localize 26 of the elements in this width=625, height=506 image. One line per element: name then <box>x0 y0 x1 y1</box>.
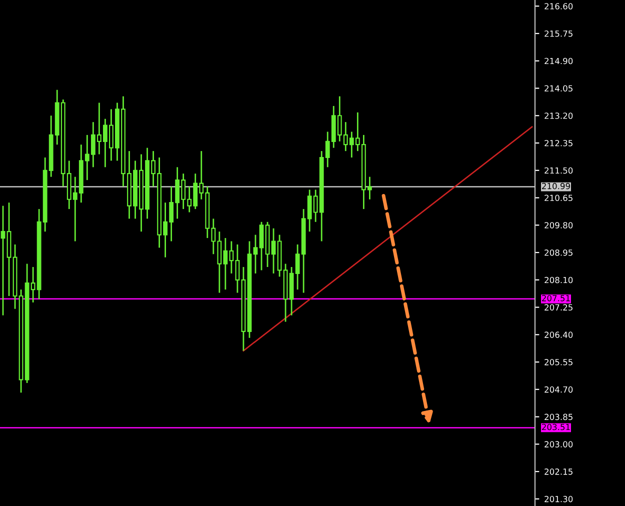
y-tick-label: 215.75 <box>544 30 572 37</box>
y-tick-label: 203.85 <box>544 414 572 420</box>
y-tick-label: 211.50 <box>544 167 573 174</box>
y-tick-label: 213.20 <box>544 112 573 119</box>
candlestick <box>253 234 258 274</box>
ref-line-label: 207.51 <box>542 295 570 302</box>
y-tick-label: 204.70 <box>544 386 573 393</box>
y-tick-label: 214.90 <box>544 58 573 64</box>
y-tick-label: 208.10 <box>544 276 573 284</box>
ref-line-label: 203.51 <box>542 424 570 430</box>
y-tick-label: 216.60 <box>544 3 573 10</box>
y-tick-label: 203.00 <box>544 441 573 448</box>
y-tick-label: 209.80 <box>544 222 573 228</box>
y-tick-label: 205.55 <box>544 359 572 366</box>
y-tick-label: 210.65 <box>544 194 572 202</box>
y-tick-label: 206.40 <box>544 332 573 338</box>
y-tick-label: 214.05 <box>544 85 572 92</box>
candlestick <box>271 228 276 274</box>
candlestick <box>259 221 264 271</box>
y-tick-label: 212.35 <box>544 140 572 146</box>
y-tick-label: 202.15 <box>544 468 572 475</box>
y-tick-label: 207.25 <box>544 304 572 311</box>
candlestick <box>0 205 6 316</box>
y-tick-label: 208.95 <box>544 250 572 256</box>
y-tick-label: 201.30 <box>544 496 573 502</box>
ref-line-label: 210.99 <box>542 182 570 190</box>
